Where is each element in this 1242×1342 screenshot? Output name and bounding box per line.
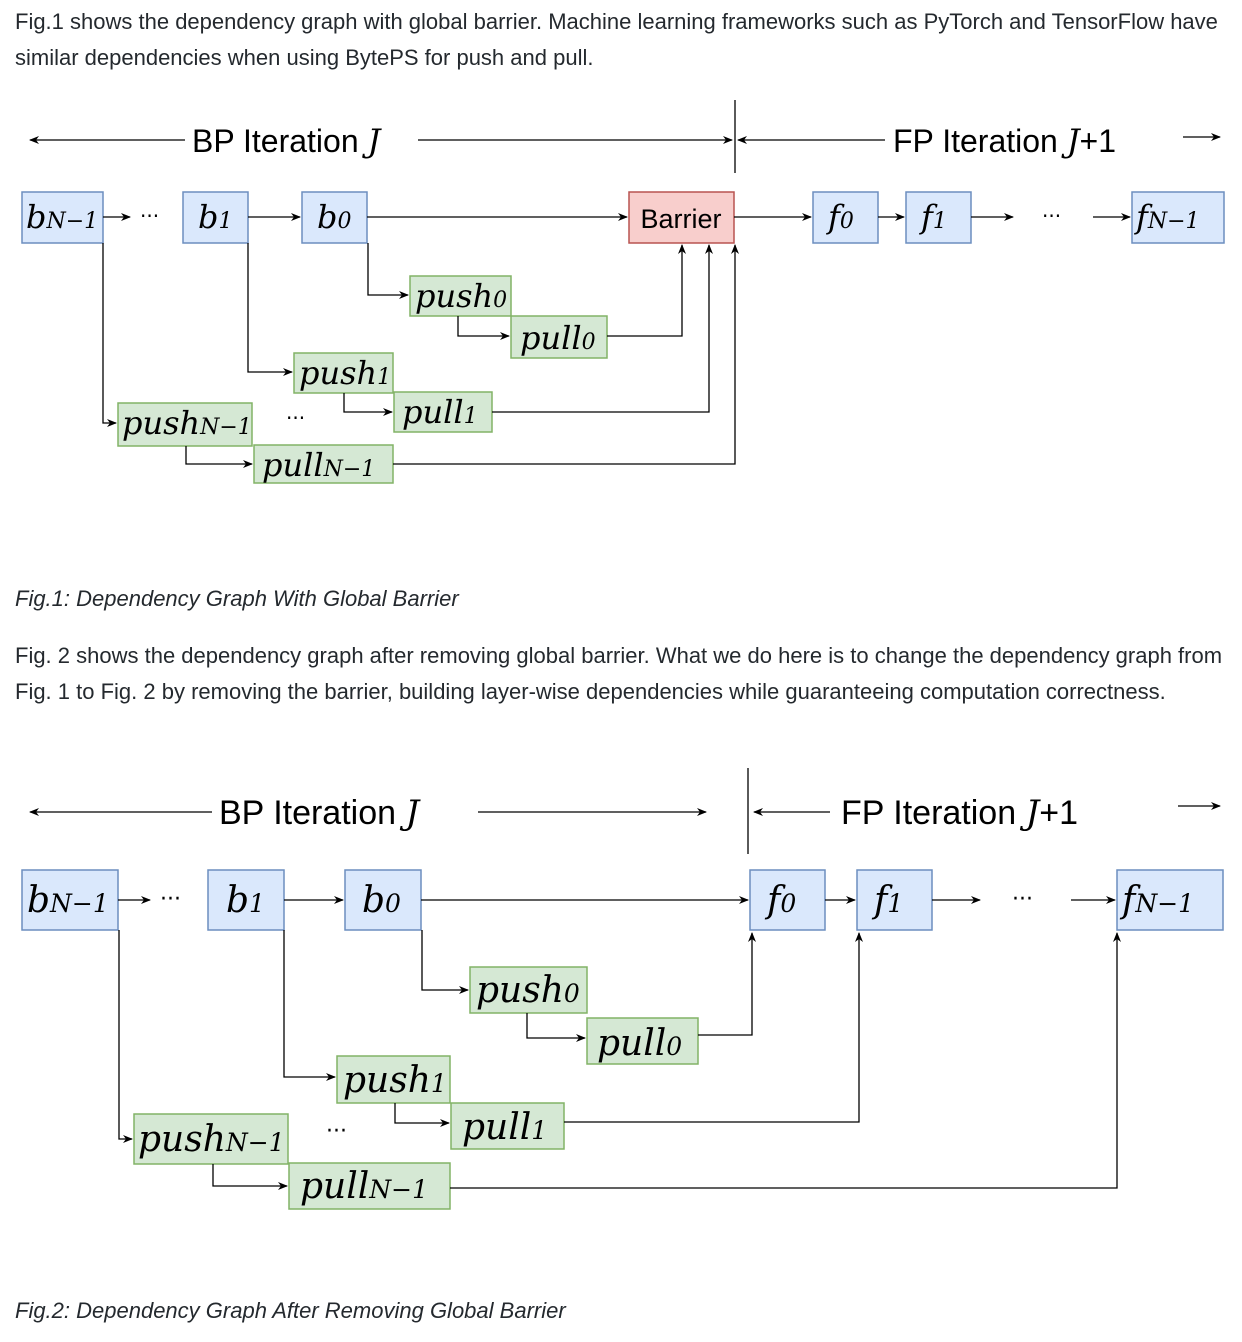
ellipsis-fp: ··· [1042,204,1061,228]
bp-iteration-label: BP Iteration J [192,122,383,160]
node-b-n-minus-1 [21,191,104,244]
label-pull-n-minus-1: pullN−1 [262,446,375,484]
caption-fig1: Fig.1: Dependency Graph With Global Barr… [15,586,459,611]
caption-fig2: Fig.2: Dependency Graph After Removing G… [15,1298,566,1323]
label-barrier: Barrier [640,204,721,234]
ellipsis2-bp: ··· [160,887,181,912]
fp-iteration-label: FP Iteration J+1 [893,122,1116,160]
label-b1: b1 [198,198,232,236]
node2-pull0 [586,1017,699,1065]
node2-b1 [207,869,285,931]
label-pull0: pull0 [520,319,596,357]
node-pull-n-minus-1 [253,444,394,484]
node2-f1 [856,869,933,931]
ellipsis2-fp: ··· [1012,887,1033,912]
label-push-n-minus-1: pushN−1 [122,404,252,442]
label2-b0: b0 [362,880,401,921]
label-push1: push1 [299,354,391,392]
node-pull0 [510,315,608,359]
label2-push-n-minus-1: pushN−1 [138,1119,285,1160]
bp-iteration-label-2: BP Iteration J [219,793,422,833]
node-barrier [628,191,735,244]
paragraph-fig2-intro: Fig. 2 shows the dependency graph after … [15,643,1223,704]
figure-2-dependency-graph: BP Iteration J FP Iteration J+1 bN−1 b1 … [21,768,1224,1210]
ellipsis2-push: ··· [326,1119,347,1144]
label-b-n-minus-1: bN−1 [26,198,98,236]
node2-pull-n-minus-1 [288,1162,451,1210]
fp-iteration-label-2: FP Iteration J+1 [841,793,1078,833]
label2-pull1: pull1 [462,1107,547,1148]
label2-push1: push1 [343,1060,447,1101]
label2-push0: push0 [476,970,580,1011]
node-push-n-minus-1 [117,402,253,447]
label2-b1: b1 [226,880,265,921]
node-b0 [301,191,368,244]
label2-f0: f0 [764,880,796,921]
paragraph-fig1-intro: Fig.1 shows the dependency graph with gl… [15,9,1218,70]
node2-b-n-minus-1 [21,869,119,931]
ellipsis-bp: ··· [140,204,159,228]
node-push0 [409,275,512,317]
ellipsis-push: ··· [286,406,305,430]
label2-f1: f1 [871,880,903,921]
label-push0: push0 [415,277,507,315]
node2-push1 [336,1055,451,1104]
label-pull1: pull1 [402,393,478,431]
node-f0 [812,191,879,244]
node2-f-n-minus-1 [1116,869,1224,931]
label2-pull-n-minus-1: pullN−1 [300,1166,428,1207]
label2-b-n-minus-1: bN−1 [27,880,109,921]
label-b0: b0 [317,198,351,236]
label2-f-n-minus-1: fN−1 [1119,880,1194,921]
label2-pull0: pull0 [597,1023,682,1064]
node2-b0 [344,869,422,931]
node2-push-n-minus-1 [133,1113,289,1165]
figure-1-dependency-graph: BP Iteration J FP Iteration J+1 bN−1 b1 … [21,100,1225,484]
node-f-n-minus-1 [1131,191,1225,244]
node-push1 [293,352,394,394]
node2-pull1 [450,1102,565,1150]
node2-push0 [469,966,588,1014]
